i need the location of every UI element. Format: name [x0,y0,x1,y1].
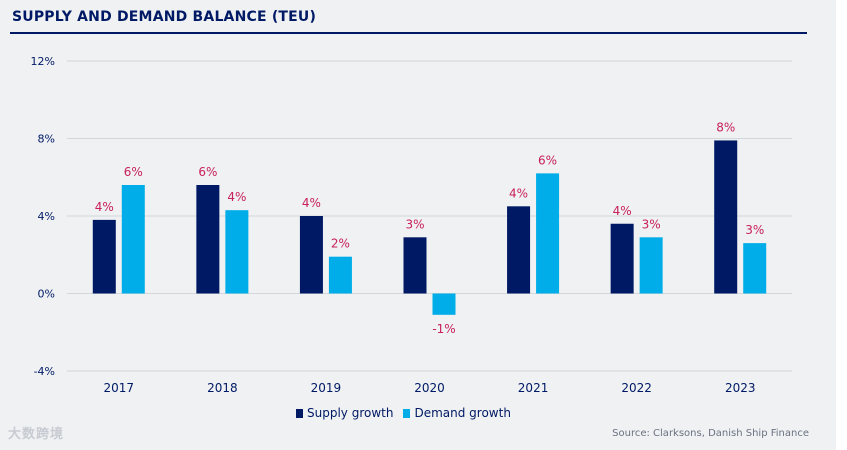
data-label: 3% [642,217,661,231]
data-label: 3% [745,223,764,237]
bar-demand [432,293,456,315]
legend: Supply growth Demand growth [296,406,515,420]
data-label: 4% [302,196,321,210]
y-tick-label: -4% [34,365,55,378]
x-tick-label: 2017 [104,381,135,395]
legend-swatch-supply [296,408,303,418]
bar-demand [536,173,560,294]
data-label: 4% [227,190,246,204]
data-label: 8% [716,120,735,134]
y-tick-label: 8% [38,133,55,146]
legend-item-demand: Demand growth [403,406,511,420]
source-note: Source: Clarksons, Danish Ship Finance [612,428,809,439]
y-tick-label: 12% [31,55,55,68]
x-tick-label: 2020 [414,381,445,395]
bar-supply [299,216,323,294]
x-tick-label: 2022 [621,381,652,395]
data-label: 6% [538,153,557,167]
bar-supply [610,223,634,294]
watermark: 大数跨境 [8,427,65,442]
bar-supply [92,219,116,294]
bar-supply [507,206,531,294]
bar-demand [121,185,145,294]
x-tick-label: 2018 [207,381,238,395]
y-tick-label: 4% [38,210,55,223]
data-label: 4% [613,204,632,218]
legend-item-supply: Supply growth [296,406,393,420]
data-label: 3% [405,217,424,231]
data-label: -1% [432,322,455,336]
legend-swatch-demand [403,408,411,418]
bar-supply [196,185,220,294]
bar-demand [743,243,767,294]
legend-label-demand: Demand growth [414,406,511,420]
bar-demand [225,210,249,294]
y-tick-label: 0% [38,288,55,301]
bar-supply [403,237,427,294]
bar-demand [328,256,352,294]
data-label: 2% [331,237,350,251]
chart-title: SUPPLY AND DEMAND BALANCE (TEU) [12,9,317,25]
title-underline [10,32,807,34]
data-label: 6% [198,165,217,179]
data-label: 6% [124,165,143,179]
legend-label-supply: Supply growth [307,406,394,420]
bar-supply [714,140,738,294]
data-label: 4% [509,186,528,200]
x-tick-label: 2023 [725,381,756,395]
x-tick-label: 2021 [518,381,549,395]
data-label: 4% [95,200,114,214]
x-tick-label: 2019 [311,381,342,395]
bar-demand [639,237,663,294]
